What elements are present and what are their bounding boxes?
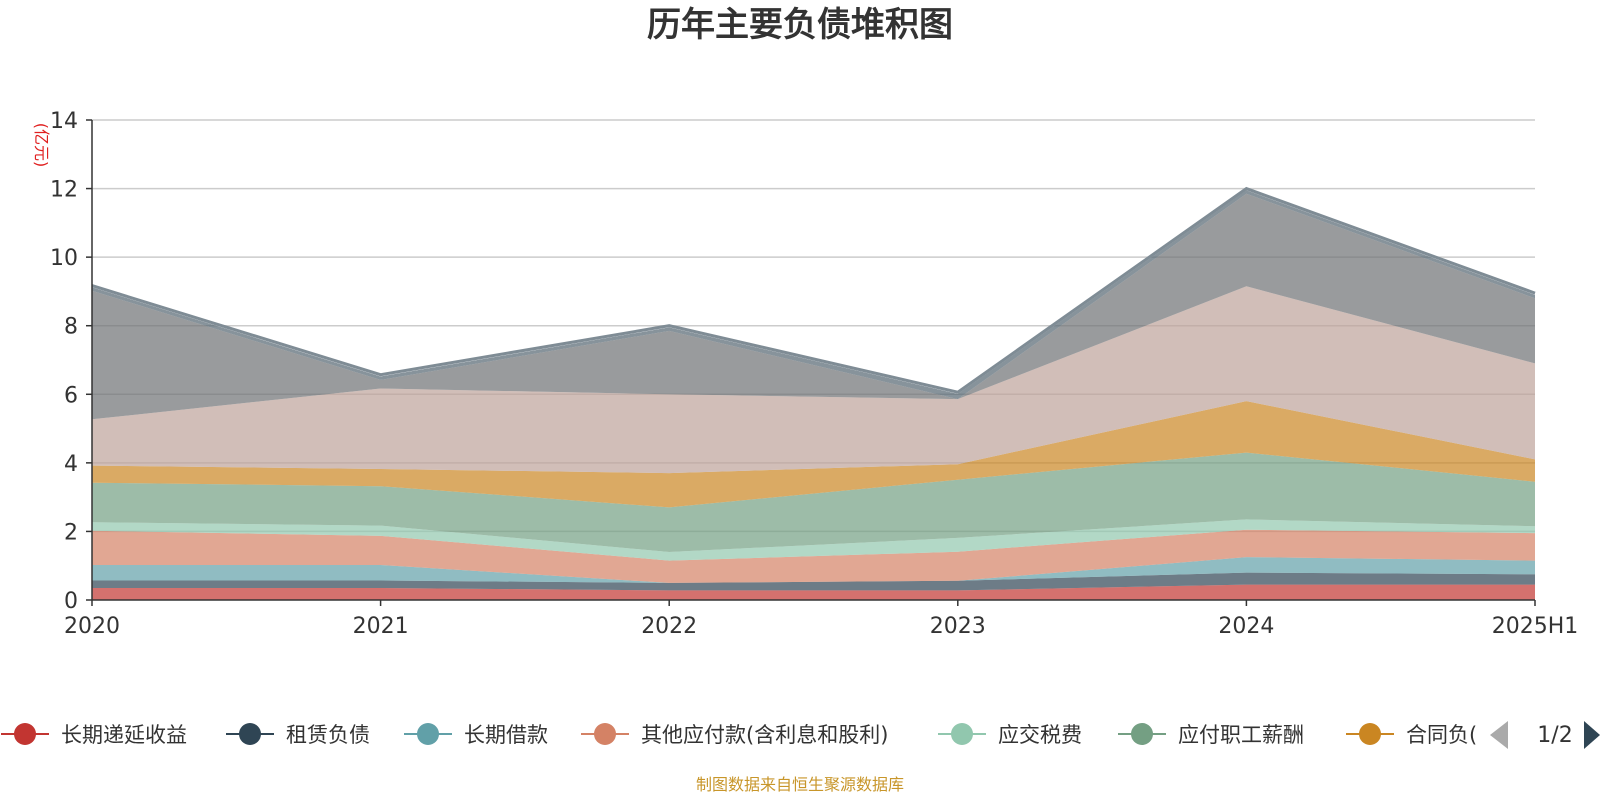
area-series-6[interactable] xyxy=(92,452,1535,552)
legend-next-page-icon[interactable] xyxy=(1584,721,1600,749)
legend-label: 其他应付款(含利息和股利) xyxy=(641,723,888,747)
legend-label: 长期借款 xyxy=(464,723,548,747)
legend-label: 应交税费 xyxy=(998,723,1082,747)
area-series-8[interactable] xyxy=(92,286,1535,474)
legend-label: 应付职工薪酬 xyxy=(1178,723,1304,747)
legend-label: 租赁负债 xyxy=(286,723,370,747)
x-tick-label: 2024 xyxy=(1218,614,1274,639)
y-tick-label: 10 xyxy=(50,246,78,271)
x-tick-label: 2021 xyxy=(353,614,409,639)
area-series-4[interactable] xyxy=(92,529,1535,583)
data-source-note: 制图数据来自恒生聚源数据库 xyxy=(696,775,904,794)
area-series-1[interactable] xyxy=(92,584,1535,600)
legend-item-3[interactable]: 长期借款 xyxy=(404,723,548,747)
area-series-5[interactable] xyxy=(92,519,1535,561)
x-tick-label: 2023 xyxy=(930,614,986,639)
legend-item-4[interactable]: 其他应付款(含利息和股利) xyxy=(581,723,888,747)
y-tick-label: 8 xyxy=(64,315,78,340)
legend-item-5[interactable]: 应交税费 xyxy=(938,723,1082,747)
legend-page-indicator: 1/2 xyxy=(1537,723,1572,748)
y-axis-unit-label: (亿元) xyxy=(32,123,51,168)
chart-title: 历年主要负债堆积图 xyxy=(647,5,953,45)
area-series-3[interactable] xyxy=(92,557,1535,583)
area-series-9[interactable] xyxy=(92,193,1535,420)
y-tick-label: 6 xyxy=(64,383,78,408)
legend-dot-marker xyxy=(1359,723,1381,745)
legend-item-6[interactable]: 应付职工薪酬 xyxy=(1118,723,1304,747)
x-tick-label: 2020 xyxy=(64,614,120,639)
y-tick-label: 12 xyxy=(50,178,78,203)
y-tick-label: 4 xyxy=(64,452,78,477)
y-tick-label: 14 xyxy=(50,109,78,134)
area-series-group xyxy=(91,186,1536,600)
legend: 长期递延收益 租赁负债 长期借款 其他应付款(含利息和股利) 应交税费 应付职工薪酬 合同负… xyxy=(1,721,1600,749)
area-series-2[interactable] xyxy=(92,572,1535,591)
area-series-7[interactable] xyxy=(92,401,1535,508)
legend-item-2[interactable]: 租赁负债 xyxy=(226,723,370,747)
legend-item-7[interactable]: 合同负( xyxy=(1346,723,1477,747)
legend-dot-marker xyxy=(594,723,616,745)
legend-dot-marker xyxy=(951,723,973,745)
legend-dot-marker xyxy=(239,723,261,745)
legend-dot-marker xyxy=(14,723,36,745)
legend-item-1[interactable]: 长期递延收益 xyxy=(1,723,187,747)
area-series-10[interactable] xyxy=(92,190,1535,400)
legend-label: 长期递延收益 xyxy=(61,723,187,747)
stack-top-outline xyxy=(91,186,1536,394)
legend-prev-page-icon[interactable] xyxy=(1490,721,1508,749)
legend-dot-marker xyxy=(417,723,439,745)
x-tick-label: 2025H1 xyxy=(1492,614,1579,639)
x-tick-label: 2022 xyxy=(641,614,697,639)
y-tick-label: 0 xyxy=(64,589,78,614)
legend-pager: 1/2 xyxy=(1490,721,1600,749)
y-tick-label: 2 xyxy=(64,520,78,545)
axes: 0 2 4 6 8 10 12 14 2020 2021 2022 2023 2024 2025H1 xyxy=(50,109,1578,639)
legend-dot-marker xyxy=(1131,723,1153,745)
legend-label: 合同负( xyxy=(1406,723,1477,747)
